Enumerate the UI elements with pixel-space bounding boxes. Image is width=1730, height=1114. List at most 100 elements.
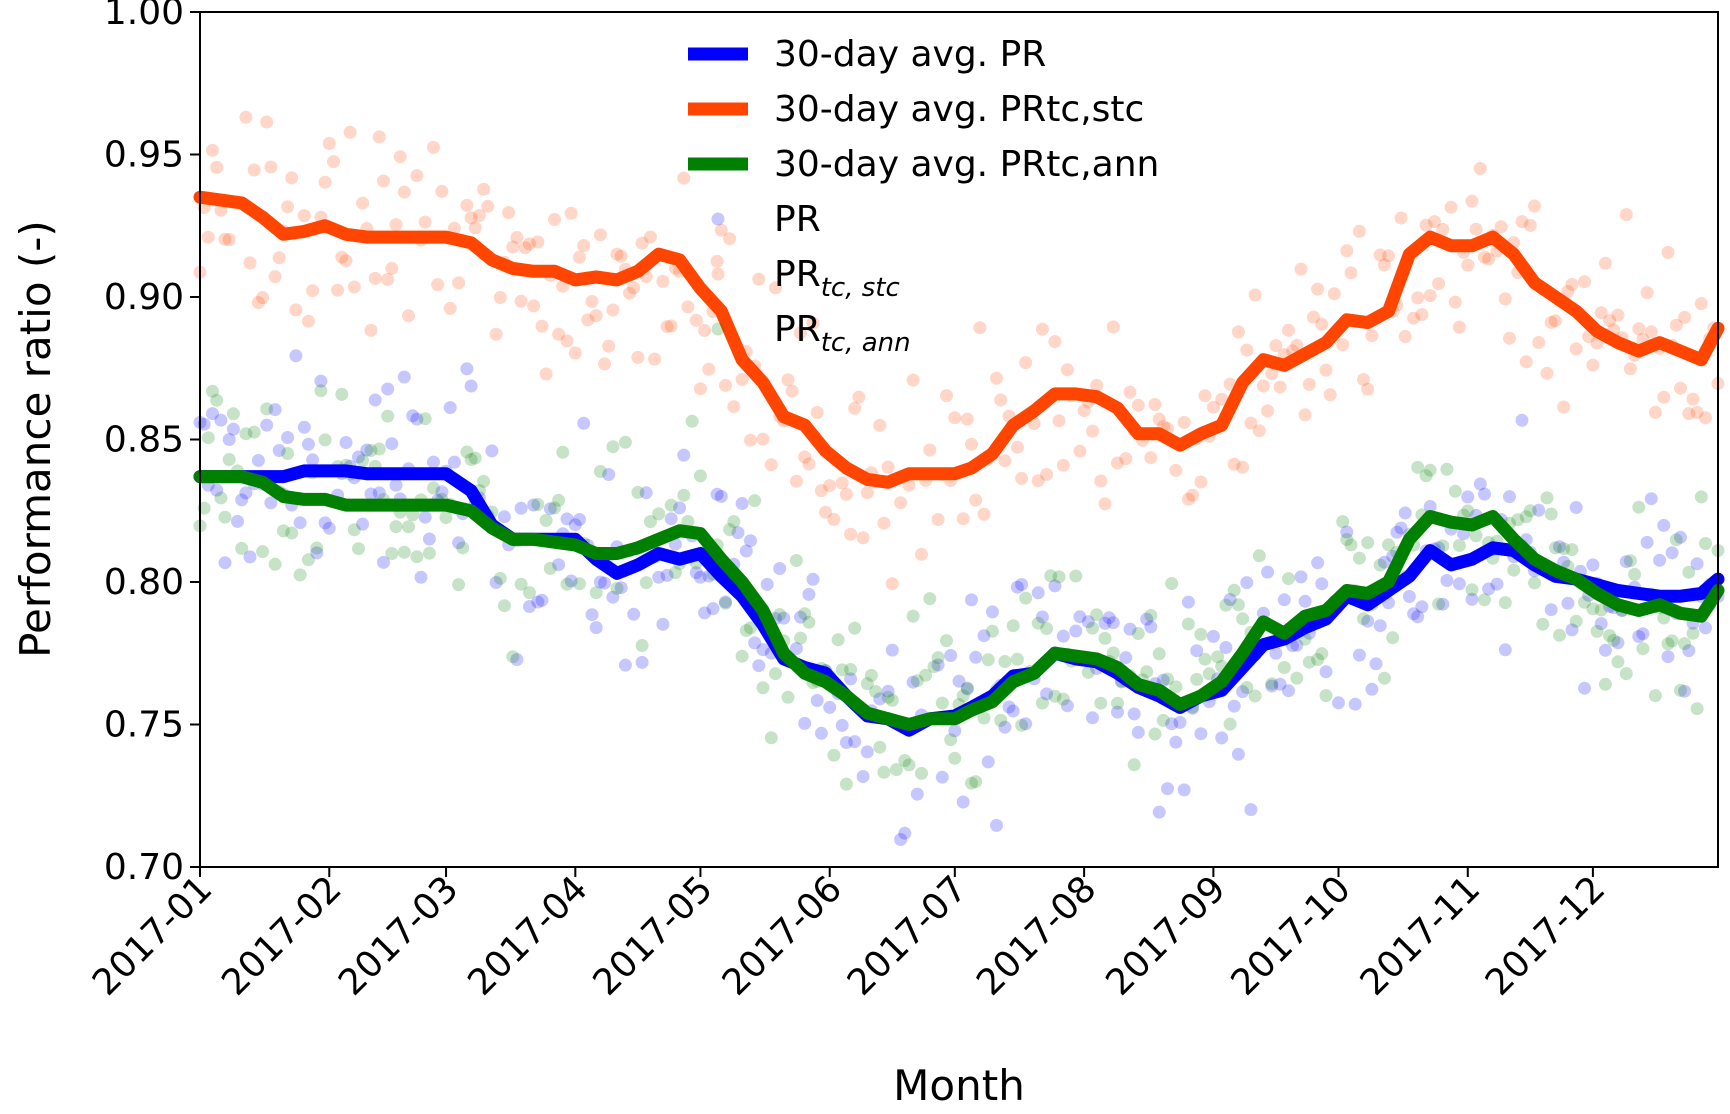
scatter-point — [1461, 504, 1475, 518]
scatter-point — [239, 110, 253, 124]
scatter-point — [593, 575, 607, 589]
scatter-point — [422, 532, 436, 546]
scatter-point — [643, 230, 657, 244]
legend: 30-day avg. PR 30-day avg. PRtc,stc 30-day… — [688, 34, 1159, 358]
scatter-point — [1140, 665, 1154, 679]
scatter-point — [497, 599, 511, 613]
scatter-point — [447, 455, 461, 469]
scatter-point — [297, 209, 311, 223]
scatter-point — [510, 231, 524, 244]
scatter-point — [548, 213, 561, 226]
scatter-point — [264, 160, 278, 174]
scatter-point — [1290, 338, 1304, 352]
scatter-point — [848, 621, 862, 635]
scatter-point — [1019, 717, 1033, 731]
scatter-point — [568, 346, 582, 360]
scatter-point — [1094, 474, 1108, 488]
scatter-point — [564, 574, 578, 588]
scatter-point — [627, 607, 641, 621]
scatter-point — [414, 570, 428, 584]
scatter-point — [385, 261, 399, 275]
scatter-point — [372, 442, 386, 456]
scatter-point — [931, 651, 945, 665]
scatter-point — [435, 184, 449, 198]
scatter-point — [1098, 497, 1112, 511]
scatter-point — [506, 240, 520, 254]
scatter-point — [1661, 637, 1675, 651]
scatter-point — [356, 196, 370, 210]
scatter-point — [1277, 593, 1291, 607]
scatter-point — [301, 553, 315, 567]
scatter-point — [372, 486, 386, 500]
scatter-point — [410, 169, 424, 183]
scatter-point — [1140, 612, 1154, 626]
scatter-point — [577, 416, 591, 430]
scatter-point — [756, 432, 770, 446]
scatter-point — [1165, 577, 1179, 590]
scatter-point — [744, 534, 757, 548]
scatter-point — [1336, 338, 1350, 352]
scatter-point — [631, 485, 645, 499]
x-tick-label-7: 2017-08 — [969, 868, 1104, 1003]
scatter-point — [956, 512, 970, 526]
scatter-point — [873, 740, 887, 754]
scatter-point — [1219, 598, 1233, 612]
scatter-point — [1528, 576, 1541, 590]
scatter-point — [1628, 567, 1642, 581]
scatter-point — [727, 400, 741, 414]
scatter-point — [1699, 537, 1712, 550]
scatter-point — [889, 763, 903, 777]
scatter-point — [643, 515, 657, 529]
scatter-point — [1419, 469, 1433, 483]
scatter-point — [1674, 683, 1687, 697]
scatter-point — [593, 465, 607, 478]
scatter-point — [1632, 500, 1646, 514]
scatter-point — [856, 531, 870, 545]
scatter-point — [773, 562, 787, 575]
scatter-point — [1594, 306, 1608, 320]
scatter-point — [1569, 342, 1583, 356]
scatter-point — [1699, 411, 1712, 425]
scatter-point — [1415, 600, 1429, 614]
scatter-point — [1206, 629, 1220, 643]
scatter-point — [1519, 510, 1533, 524]
scatter-point — [1111, 705, 1124, 719]
scatter-point — [689, 566, 703, 580]
scatter-point — [1690, 405, 1704, 419]
scatter-point — [714, 489, 728, 503]
scatter-point — [1315, 577, 1329, 591]
scatter-point — [1644, 492, 1658, 506]
scatter-point — [856, 770, 870, 783]
scatter-point — [397, 545, 411, 559]
scatter-point — [1223, 717, 1237, 731]
scatter-point — [1352, 648, 1366, 662]
scatter-point — [1515, 215, 1529, 229]
scatter-point — [606, 303, 620, 317]
scatter-point — [1532, 503, 1546, 517]
scatter-point — [381, 382, 395, 396]
scatter-point — [468, 451, 482, 465]
scatter-point — [977, 711, 991, 725]
scatter-point — [1273, 380, 1287, 394]
scatter-point — [994, 713, 1008, 727]
scatter-point — [1265, 367, 1279, 381]
scatter-point — [1461, 258, 1475, 272]
y-tick-label-3: 0.85 — [104, 420, 184, 461]
scatter-point — [873, 692, 887, 706]
scatter-point — [1548, 314, 1562, 328]
scatter-point — [931, 658, 945, 672]
scatter-point — [1557, 400, 1571, 414]
scatter-point — [1344, 538, 1358, 552]
scatter-point — [481, 199, 495, 213]
scatter-point — [260, 402, 274, 416]
scatter-point — [352, 542, 365, 556]
scatter-point — [735, 373, 749, 386]
scatter-point — [1557, 555, 1571, 569]
scatter-point — [935, 696, 949, 710]
scatter-point — [1390, 525, 1404, 539]
scatter-point — [1448, 295, 1462, 309]
scatter-point — [1290, 671, 1304, 685]
scatter-point — [1503, 490, 1516, 504]
scatter-point — [1657, 390, 1671, 404]
scatter-point — [1177, 415, 1191, 429]
